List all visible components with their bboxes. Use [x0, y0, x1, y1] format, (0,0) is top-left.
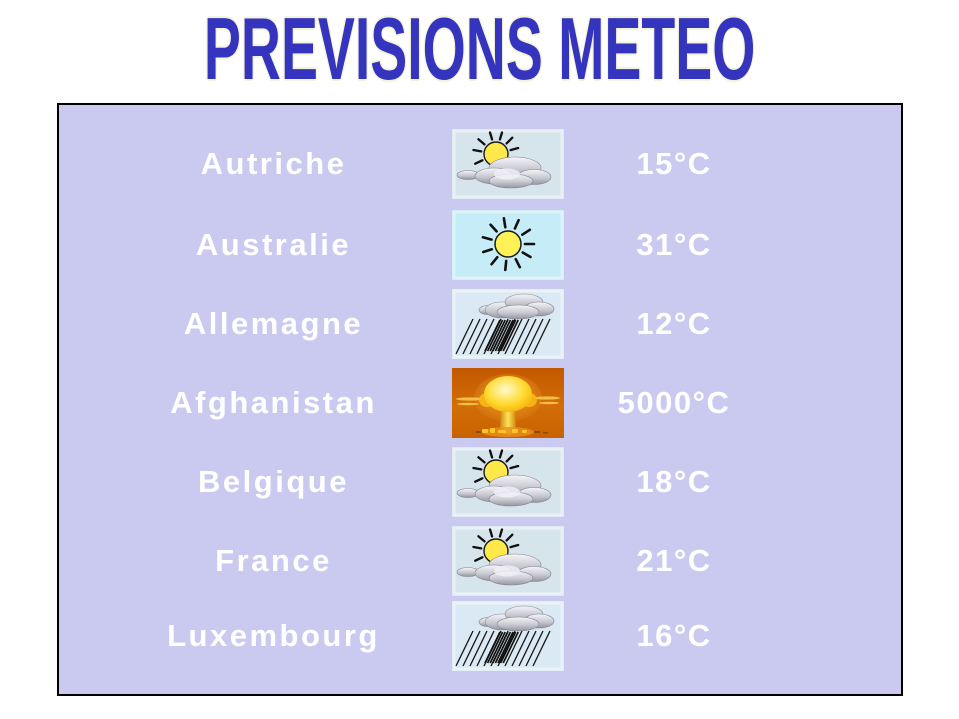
weather-icon-box	[452, 368, 564, 438]
country-label: Allemagne	[183, 306, 364, 341]
country-label: Afghanistan	[170, 385, 377, 420]
temperature-value: 12°C	[636, 306, 712, 341]
weather-row: Australie 31°C	[59, 210, 901, 280]
country-label: France	[215, 543, 332, 578]
weather-icon-box	[452, 447, 564, 517]
partly-cloudy-icon	[452, 526, 564, 596]
weather-icon-box	[452, 289, 564, 359]
sunny-icon	[452, 210, 564, 280]
country-label: Luxembourg	[167, 618, 380, 653]
partly-cloudy-icon	[452, 129, 564, 199]
weather-icon-box	[452, 526, 564, 596]
page-title: PREVISIONS METEO	[203, 0, 756, 98]
weather-row: Allemagne 12°C	[59, 289, 901, 359]
temperature-value: 31°C	[636, 227, 712, 262]
temperature-value: 16°C	[636, 618, 712, 653]
rain-icon	[452, 601, 564, 671]
page-header: PREVISIONS METEO	[0, 0, 959, 98]
partly-cloudy-icon	[452, 447, 564, 517]
country-label: Autriche	[200, 146, 347, 181]
forecast-panel: Autriche 15°C Australie 31°C Allemagne 1…	[57, 103, 903, 696]
temperature-value: 18°C	[636, 464, 712, 499]
country-label: Australie	[195, 227, 352, 262]
country-label: Belgique	[198, 464, 349, 499]
weather-icon-box	[452, 210, 564, 280]
temperature-value: 21°C	[636, 543, 712, 578]
rain-icon	[452, 289, 564, 359]
weather-row: Autriche 15°C	[59, 129, 901, 199]
weather-row: Afghanistan 5000°C	[59, 368, 901, 438]
temperature-value: 5000°C	[617, 385, 731, 420]
weather-row: France 21°C	[59, 526, 901, 596]
weather-icon-box	[452, 601, 564, 671]
temperature-value: 15°C	[636, 146, 712, 181]
nuclear-explosion-icon	[452, 368, 564, 438]
weather-icon-box	[452, 129, 564, 199]
weather-row: Luxembourg 16°C	[59, 601, 901, 671]
weather-row: Belgique 18°C	[59, 447, 901, 517]
